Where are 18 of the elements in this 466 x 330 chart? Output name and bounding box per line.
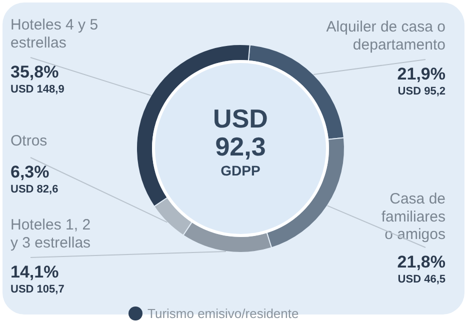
- text: 92,3: [215, 132, 266, 162]
- legend-label: Turismo emisivo/residente: [148, 306, 299, 321]
- slice-label: Otros: [10, 132, 48, 150]
- text: USD 105,7: [10, 284, 64, 296]
- text: USD 46,5: [398, 274, 446, 286]
- text: 21,9%: [397, 64, 446, 84]
- text: 14,1%: [10, 262, 59, 282]
- slice-label: Hoteles 4 y 5 estrellas: [10, 16, 98, 52]
- text: USD 148,9: [10, 84, 64, 96]
- text: 35,8%: [10, 62, 59, 82]
- text: 21,8%: [397, 252, 446, 272]
- text: 6,3%: [10, 162, 50, 182]
- text: USD: [213, 104, 268, 134]
- text: GDPP: [220, 162, 260, 178]
- text: USD 82,6: [10, 184, 58, 196]
- text: USD 95,2: [398, 86, 446, 98]
- slice-label: Hoteles 1, 2 y 3 estrellas: [10, 216, 91, 252]
- slice-label: Alquiler de casa o departamento: [326, 18, 446, 54]
